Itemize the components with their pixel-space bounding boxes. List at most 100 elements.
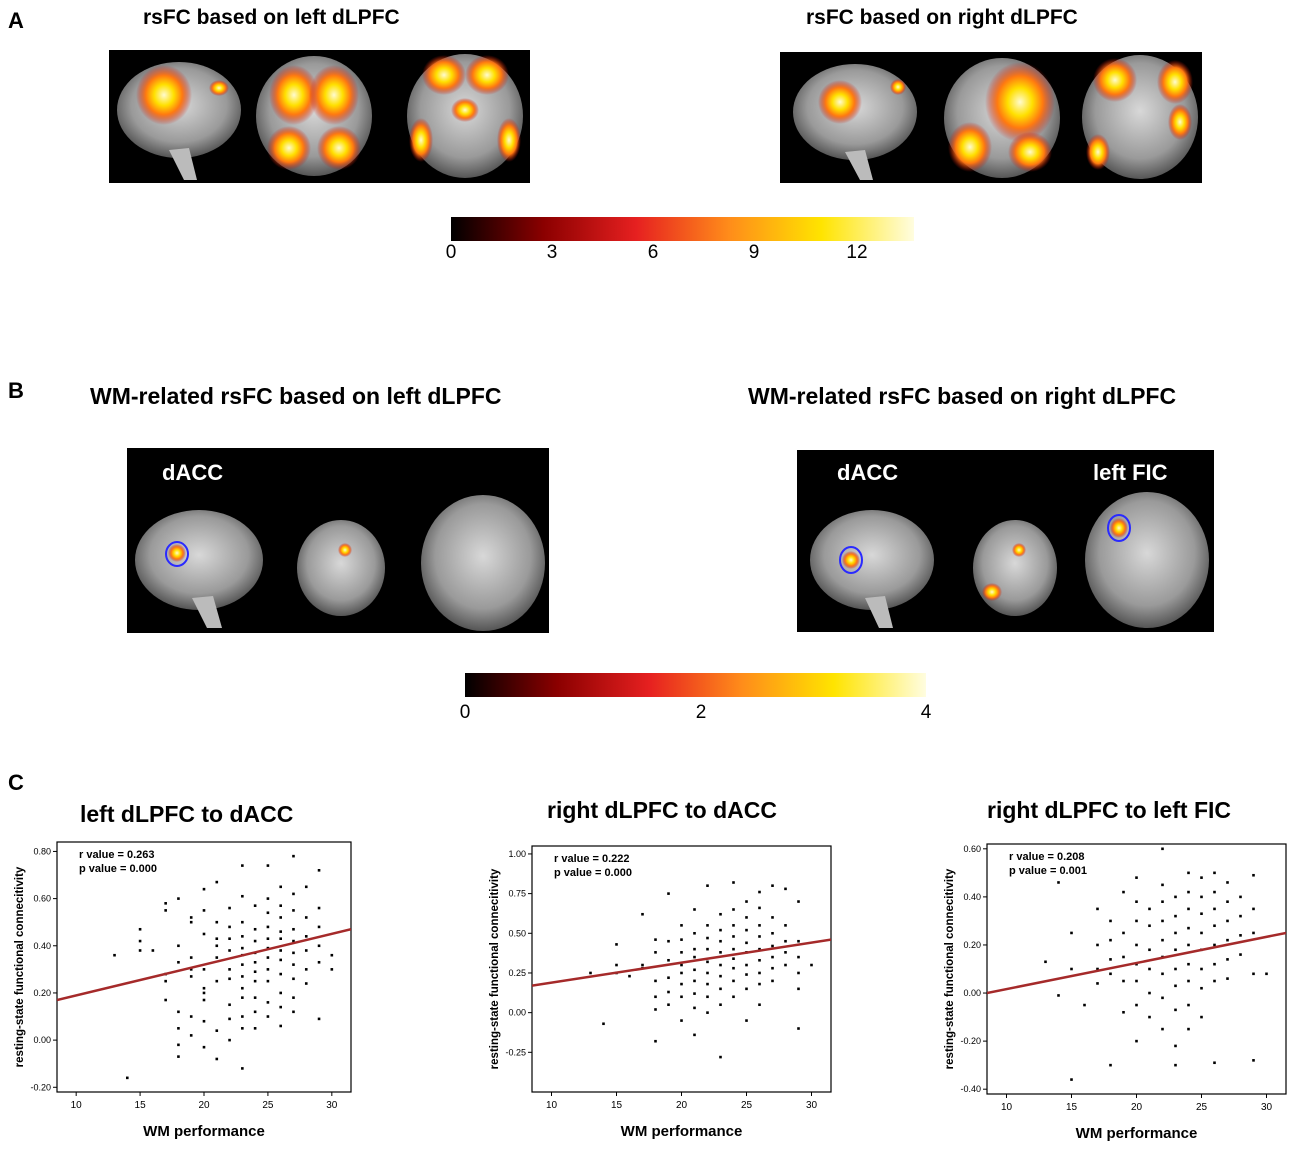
y-axis-label: resting-state functional connecitivity bbox=[944, 868, 956, 1069]
data-point bbox=[241, 894, 244, 898]
data-point bbox=[797, 1027, 800, 1030]
data-point bbox=[654, 951, 657, 954]
data-point bbox=[745, 941, 748, 945]
y-tick-label: -0.25 bbox=[505, 1047, 526, 1057]
dacc-circle bbox=[165, 541, 189, 567]
data-point bbox=[706, 1011, 709, 1014]
data-point bbox=[797, 987, 800, 991]
colorbar-tick: 3 bbox=[546, 242, 558, 263]
data-point bbox=[1239, 953, 1242, 956]
data-point bbox=[1239, 914, 1242, 918]
data-point bbox=[228, 1038, 231, 1042]
data-point bbox=[228, 1017, 231, 1021]
colorbar-a bbox=[451, 217, 914, 241]
data-point bbox=[292, 951, 295, 955]
data-point bbox=[706, 924, 709, 927]
sagittal-slice bbox=[135, 510, 263, 610]
coronal-slice bbox=[973, 520, 1057, 616]
x-tick-label: 30 bbox=[326, 1100, 338, 1111]
data-point bbox=[693, 955, 696, 959]
data-point bbox=[732, 881, 735, 884]
data-point bbox=[138, 949, 142, 952]
panel-letter-a: A bbox=[8, 8, 24, 33]
data-point bbox=[241, 864, 244, 867]
region-label-dacc-right: dACC bbox=[837, 460, 899, 485]
data-point bbox=[1213, 890, 1216, 894]
data-point bbox=[602, 1022, 605, 1026]
data-point bbox=[317, 925, 321, 929]
data-point bbox=[641, 963, 644, 967]
data-point bbox=[1174, 1063, 1177, 1067]
data-point bbox=[1096, 943, 1099, 947]
x-tick-label: 15 bbox=[611, 1100, 623, 1111]
data-point bbox=[732, 957, 735, 960]
data-point bbox=[680, 995, 683, 999]
data-point bbox=[1135, 1039, 1138, 1043]
data-point bbox=[1122, 955, 1125, 959]
data-point bbox=[1161, 847, 1164, 851]
x-tick-label: 25 bbox=[741, 1100, 753, 1111]
colorbar-tick: 0 bbox=[459, 702, 471, 723]
data-point bbox=[1213, 924, 1216, 928]
colorbar-tick: 2 bbox=[695, 702, 707, 723]
data-point bbox=[693, 992, 696, 995]
data-point bbox=[164, 909, 167, 912]
data-point bbox=[1213, 962, 1216, 966]
data-point bbox=[266, 911, 270, 915]
data-point bbox=[266, 968, 270, 971]
data-point bbox=[279, 930, 282, 933]
data-point bbox=[615, 963, 618, 967]
y-axis-label: resting-state functional connecitivity bbox=[489, 868, 501, 1069]
data-point bbox=[1174, 948, 1177, 952]
data-point bbox=[1252, 1059, 1255, 1062]
data-point bbox=[654, 938, 657, 941]
x-tick-label: 10 bbox=[71, 1100, 83, 1111]
data-point bbox=[215, 979, 219, 983]
data-point bbox=[1096, 907, 1099, 911]
data-point bbox=[177, 897, 180, 900]
data-point bbox=[797, 900, 800, 903]
y-tick-label: 0.00 bbox=[963, 988, 981, 998]
data-point bbox=[228, 968, 231, 971]
plot-frame bbox=[986, 843, 1287, 1095]
x-axis-label: WM performance bbox=[143, 1123, 265, 1140]
data-point bbox=[279, 1024, 282, 1028]
data-point bbox=[1213, 943, 1216, 947]
colorbar-b bbox=[465, 673, 926, 697]
y-tick-label: -0.40 bbox=[960, 1084, 981, 1094]
data-point bbox=[202, 968, 206, 971]
data-point bbox=[1187, 943, 1190, 947]
data-point bbox=[1239, 895, 1242, 899]
data-point bbox=[215, 1029, 219, 1032]
data-point bbox=[797, 971, 800, 975]
data-point bbox=[164, 979, 167, 983]
stat-label: p value = 0.001 bbox=[1009, 865, 1087, 877]
dacc-circle bbox=[839, 546, 863, 574]
data-point bbox=[317, 944, 321, 948]
data-point bbox=[253, 960, 257, 964]
data-point bbox=[667, 958, 670, 962]
data-point bbox=[241, 1067, 244, 1070]
scatter-plot-3: 10 15 20 25 30 -0.40 -0.20 0.00 0.20 0.40 0.60 WM p… bbox=[935, 830, 1300, 1165]
data-point bbox=[719, 951, 722, 954]
data-point bbox=[292, 963, 295, 966]
brain-map-right-dlpfc bbox=[780, 52, 1202, 183]
data-point bbox=[304, 982, 308, 985]
data-point bbox=[1122, 931, 1125, 935]
data-point bbox=[1252, 972, 1255, 976]
data-point bbox=[215, 944, 219, 948]
x-tick-label: 10 bbox=[546, 1100, 558, 1111]
data-point bbox=[732, 947, 735, 951]
y-tick-label: 0.60 bbox=[963, 844, 981, 854]
panel-a-left-title: rsFC based on left dLPFC bbox=[143, 6, 400, 29]
data-point bbox=[719, 987, 722, 991]
data-point bbox=[253, 979, 257, 983]
data-point bbox=[771, 931, 774, 935]
data-point bbox=[693, 931, 696, 935]
data-point bbox=[202, 932, 206, 936]
data-point bbox=[279, 916, 282, 919]
data-point bbox=[1135, 979, 1138, 983]
data-point bbox=[189, 975, 193, 978]
data-point bbox=[745, 963, 748, 967]
data-point bbox=[279, 958, 282, 962]
